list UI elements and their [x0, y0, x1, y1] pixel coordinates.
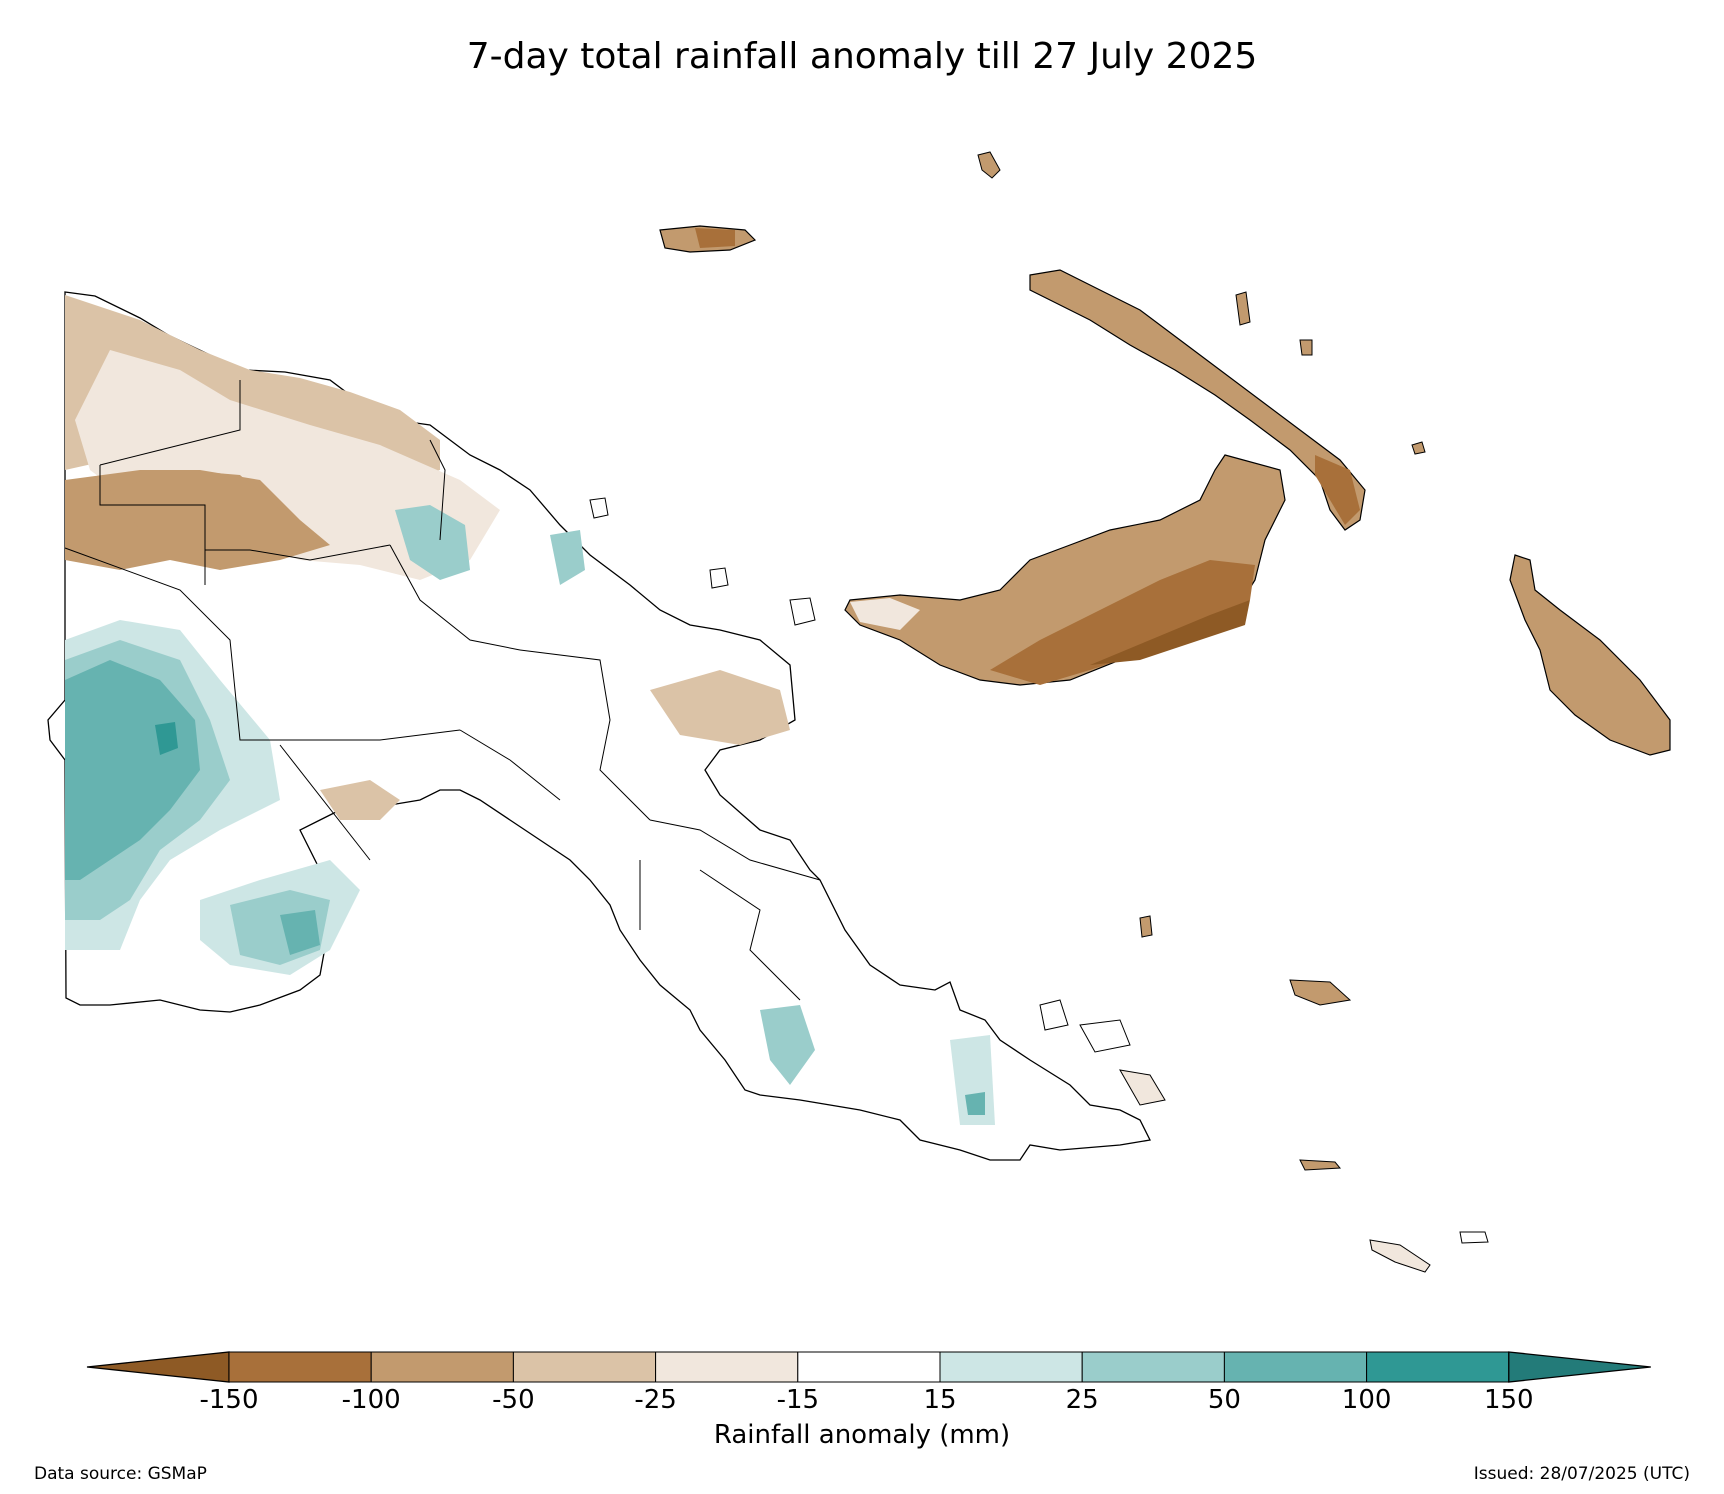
fly-wet-zone-strong: [65, 660, 200, 880]
manus-island: [659, 225, 757, 253]
new-britain-dry-core: [990, 560, 1255, 685]
colorbar-tick-label: 100: [1341, 1385, 1392, 1415]
fergusson-island: [1079, 1019, 1131, 1053]
border-line: [429, 439, 446, 541]
rossel-island: [1459, 1231, 1489, 1244]
goodenough-island: [1039, 999, 1069, 1031]
border-line: [389, 544, 521, 651]
colorbar-tick-label: -25: [634, 1385, 677, 1415]
border-line: [279, 744, 371, 861]
colorbar-tick-label: -150: [199, 1385, 259, 1415]
sudest-island: [1369, 1239, 1431, 1273]
colorbar-tick-label: -50: [492, 1385, 535, 1415]
small-islands: [589, 151, 1489, 1273]
southwest-dry-spot: [320, 780, 400, 820]
map-title: 7-day total rainfall anomaly till 27 Jul…: [466, 36, 1258, 77]
colorbar-bin: [797, 1351, 941, 1383]
madang-dry-spot: [650, 670, 790, 745]
colorbar-tick-label: 150: [1483, 1385, 1534, 1415]
west-dry-core: [110, 470, 280, 545]
new-ireland-dry-core: [1315, 455, 1360, 525]
colorbar-bin: [370, 1351, 514, 1383]
north-coast-pale-zone: [75, 350, 500, 580]
border-line: [99, 465, 206, 585]
lihir-island: [1235, 291, 1251, 326]
border-line: [649, 819, 821, 881]
colorbar-bin: [1223, 1351, 1368, 1383]
tabar-island: [1299, 339, 1313, 356]
colorbar-bins: [86, 1351, 1651, 1383]
new-britain-dry-extreme: [1090, 600, 1250, 665]
border-line: [205, 544, 391, 561]
feni-island: [1411, 441, 1426, 455]
colorbar-bin: [512, 1351, 657, 1383]
issued-date: Issued: 28/07/2025 (UTC): [1473, 1464, 1690, 1484]
data-source: Data source: GSMaP: [34, 1464, 207, 1484]
mussau-island: [977, 151, 1001, 179]
bougainville-outline: [1509, 554, 1671, 756]
long-island: [709, 567, 729, 589]
fly-wet-core: [155, 722, 178, 755]
colorbar-tick-label: 50: [1207, 1385, 1241, 1415]
colorbar-bin: [1081, 1351, 1225, 1383]
colorbar-tick-label: 25: [1065, 1385, 1099, 1415]
colorbar-title: Rainfall anomaly (mm): [713, 1420, 1011, 1450]
central-wet-spot: [760, 1005, 815, 1085]
new-britain: [844, 454, 1286, 686]
new-britain-west-pale: [850, 598, 920, 630]
colorbar-extend-low: [86, 1351, 230, 1383]
border-line: [99, 380, 241, 466]
karkar-island: [589, 497, 609, 519]
woodlark-island: [1289, 979, 1352, 1006]
colorbar-extend-high: [1508, 1351, 1651, 1383]
province-borders: [64, 380, 821, 1001]
colorbar-tick-label: 15: [923, 1385, 957, 1415]
new-ireland: [1029, 269, 1366, 531]
border-line: [64, 547, 461, 741]
new-ireland-outline: [1029, 269, 1366, 531]
highlands-wet-spot: [395, 505, 470, 580]
bougainville: [1509, 554, 1671, 756]
mainland: [47, 291, 1151, 1161]
border-line: [459, 729, 561, 801]
border-line: [699, 869, 801, 1001]
manus-dry-core: [695, 228, 735, 248]
gulf-wet-core: [280, 910, 320, 955]
umboi-island: [789, 597, 816, 626]
normanby-island: [1119, 1069, 1166, 1106]
colorbar-bin: [228, 1351, 372, 1383]
colorbar-bin: [1366, 1351, 1510, 1383]
misima-island: [1299, 1159, 1342, 1171]
southeast-wet-core: [965, 1092, 985, 1115]
colorbar-tick-label: -100: [341, 1385, 401, 1415]
colorbar-bin: [939, 1351, 1083, 1383]
highlands-wet-spot-2: [550, 530, 585, 585]
trobriand-island: [1139, 915, 1153, 938]
border-line: [519, 649, 651, 821]
colorbar-bin: [655, 1351, 799, 1383]
colorbar-tick-label: -15: [776, 1385, 820, 1415]
